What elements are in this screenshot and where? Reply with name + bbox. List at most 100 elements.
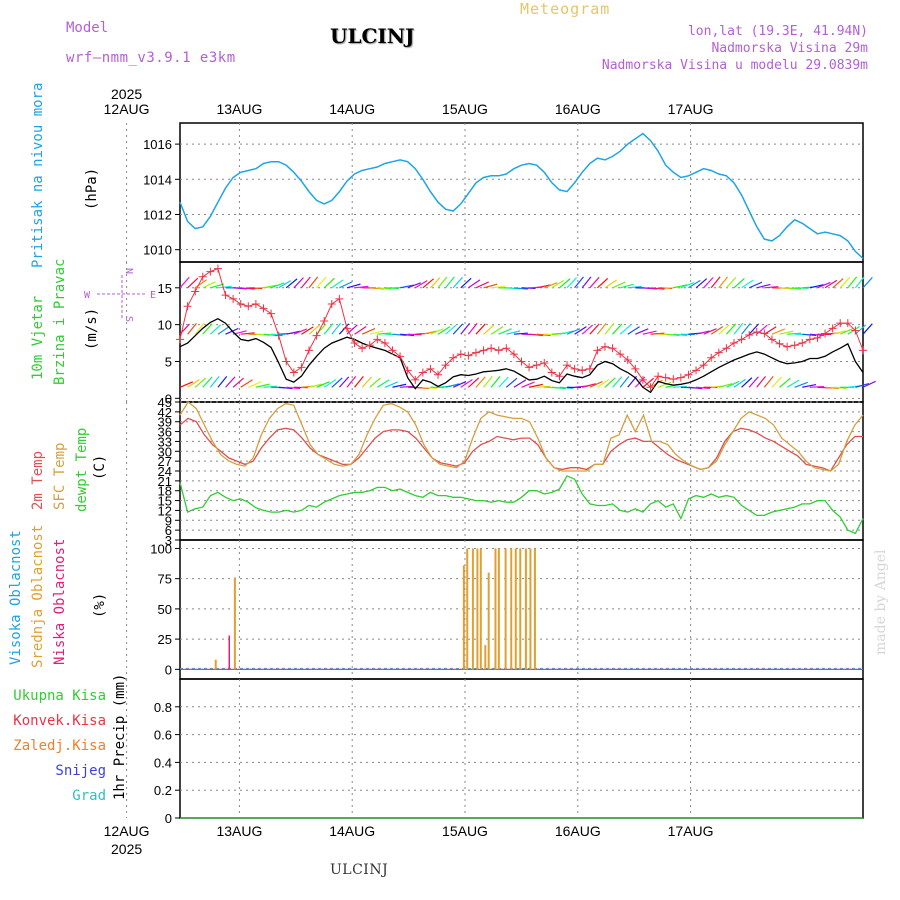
wind-direction-arrow bbox=[384, 287, 399, 290]
wind-direction-arrow bbox=[581, 324, 594, 335]
gust-marker bbox=[282, 357, 291, 366]
y-tick-label: 3 bbox=[165, 533, 172, 548]
wind-direction-arrow bbox=[680, 281, 695, 289]
gust-marker bbox=[183, 302, 192, 311]
wind-direction-arrow bbox=[596, 322, 607, 335]
wind-direction-arrow bbox=[802, 333, 817, 337]
gust-marker bbox=[775, 339, 784, 348]
gust-marker bbox=[593, 346, 602, 355]
y-tick-label: 25 bbox=[158, 632, 172, 647]
wind-direction-arrow bbox=[862, 277, 873, 289]
wind-direction-arrow bbox=[400, 385, 415, 388]
gust-marker bbox=[737, 335, 746, 344]
wind-direction-arrow bbox=[346, 283, 361, 289]
wind-direction-arrow bbox=[232, 377, 245, 388]
gust-marker bbox=[358, 344, 367, 353]
gust-marker bbox=[380, 339, 389, 348]
gust-marker bbox=[464, 351, 473, 360]
y-tick-label: 10 bbox=[158, 318, 172, 333]
gust-marker bbox=[790, 341, 799, 350]
model-name: wrf–nmm_v3.9.1 e3km bbox=[66, 50, 236, 66]
conv-precip-label: Konvek.Kisa bbox=[13, 713, 106, 729]
footer-station: ULCINJ bbox=[330, 862, 389, 878]
y-tick-label: 6 bbox=[165, 523, 172, 538]
wind-direction-arrow bbox=[354, 285, 369, 289]
gust-marker bbox=[684, 370, 693, 379]
wind-direction-arrow bbox=[536, 333, 551, 337]
y-tick-label: 100 bbox=[150, 541, 172, 556]
wind-direction-arrow bbox=[733, 322, 744, 335]
wind-direction-arrow bbox=[559, 278, 571, 289]
wind-direction-arrow bbox=[293, 277, 304, 289]
top-day-label: 16AUG bbox=[555, 101, 601, 117]
wind-direction-arrow bbox=[422, 330, 437, 335]
gust-marker bbox=[176, 335, 184, 344]
wind-direction-arrow bbox=[498, 328, 512, 335]
wind-direction-arrow bbox=[528, 383, 543, 388]
wind-direction-arrow bbox=[505, 377, 518, 388]
pressure-line bbox=[179, 132, 864, 260]
wind-direction-arrow bbox=[582, 383, 596, 388]
gust-marker bbox=[267, 309, 276, 318]
wind-direction-arrow bbox=[794, 381, 809, 388]
gust-marker bbox=[244, 302, 253, 311]
wind-direction-arrow bbox=[338, 376, 350, 388]
wind-direction-arrow bbox=[437, 276, 448, 289]
wind-direction-arrow bbox=[718, 383, 733, 388]
meteogram-label: Meteogram bbox=[520, 0, 611, 18]
top-day-label: 14AUG bbox=[329, 101, 375, 117]
gust-marker bbox=[600, 342, 609, 351]
wind-direction-arrow bbox=[278, 280, 292, 289]
gust-marker bbox=[517, 357, 526, 366]
wind-direction-arrow bbox=[832, 386, 847, 390]
gust-marker bbox=[471, 348, 480, 357]
y-tick-label: 42 bbox=[158, 405, 172, 420]
gust-marker bbox=[434, 370, 443, 379]
bottom-day-label: 12AUG bbox=[104, 823, 150, 839]
wind-direction-arrow bbox=[612, 323, 623, 335]
wind-direction-arrow bbox=[467, 322, 478, 335]
wind-direction-arrow bbox=[506, 287, 521, 290]
precip-unit: 1hr Precip (mm) bbox=[112, 674, 128, 800]
wind-direction-arrow bbox=[817, 281, 831, 289]
gust-marker bbox=[669, 375, 678, 384]
wind-direction-arrow bbox=[217, 375, 228, 388]
wind-direction-arrow bbox=[566, 277, 578, 289]
wind-direction-arrow bbox=[764, 285, 779, 289]
wind-direction-arrow bbox=[293, 328, 308, 335]
wind-direction-arrow bbox=[574, 276, 584, 289]
sfc-temp-line bbox=[179, 401, 864, 472]
compass-west: W bbox=[84, 290, 91, 301]
wind-direction-arrow bbox=[650, 332, 665, 335]
wind-direction-arrow bbox=[832, 330, 847, 335]
wind-direction-arrow bbox=[475, 376, 486, 388]
gust-marker bbox=[198, 272, 207, 281]
wind-direction-arrow bbox=[673, 333, 688, 337]
gust-marker bbox=[608, 344, 617, 353]
gust-marker bbox=[342, 324, 351, 333]
gust-marker bbox=[426, 364, 435, 373]
wind-direction-arrow bbox=[802, 383, 817, 388]
gust-marker bbox=[843, 319, 852, 328]
wind-direction-arrow bbox=[764, 326, 777, 335]
wind-direction-arrow bbox=[794, 287, 809, 289]
wind-direction-arrow bbox=[316, 381, 330, 388]
wind-direction-arrow bbox=[240, 379, 253, 388]
y-tick-label: 0.2 bbox=[154, 783, 172, 798]
y-tick-label: 0 bbox=[165, 662, 172, 677]
wind-direction-arrow bbox=[619, 324, 632, 335]
wind-direction-arrow bbox=[589, 276, 600, 289]
wind-direction-arrow bbox=[725, 323, 737, 335]
y-tick-label: 0.4 bbox=[154, 755, 172, 770]
wind-direction-arrow bbox=[430, 328, 444, 335]
wind-direction-arrow bbox=[308, 324, 321, 335]
wind-direction-arrow bbox=[339, 281, 353, 289]
wind-direction-arrow bbox=[862, 323, 873, 335]
wind-direction-arrow bbox=[460, 277, 472, 289]
wind-direction-arrow bbox=[422, 278, 434, 289]
wind-direction-arrow bbox=[415, 386, 430, 390]
temp-unit: (C) bbox=[92, 455, 108, 480]
wind-direction-arrow bbox=[787, 332, 802, 335]
wind-direction-arrow bbox=[855, 324, 867, 335]
y-tick-label: 1014 bbox=[143, 172, 172, 187]
